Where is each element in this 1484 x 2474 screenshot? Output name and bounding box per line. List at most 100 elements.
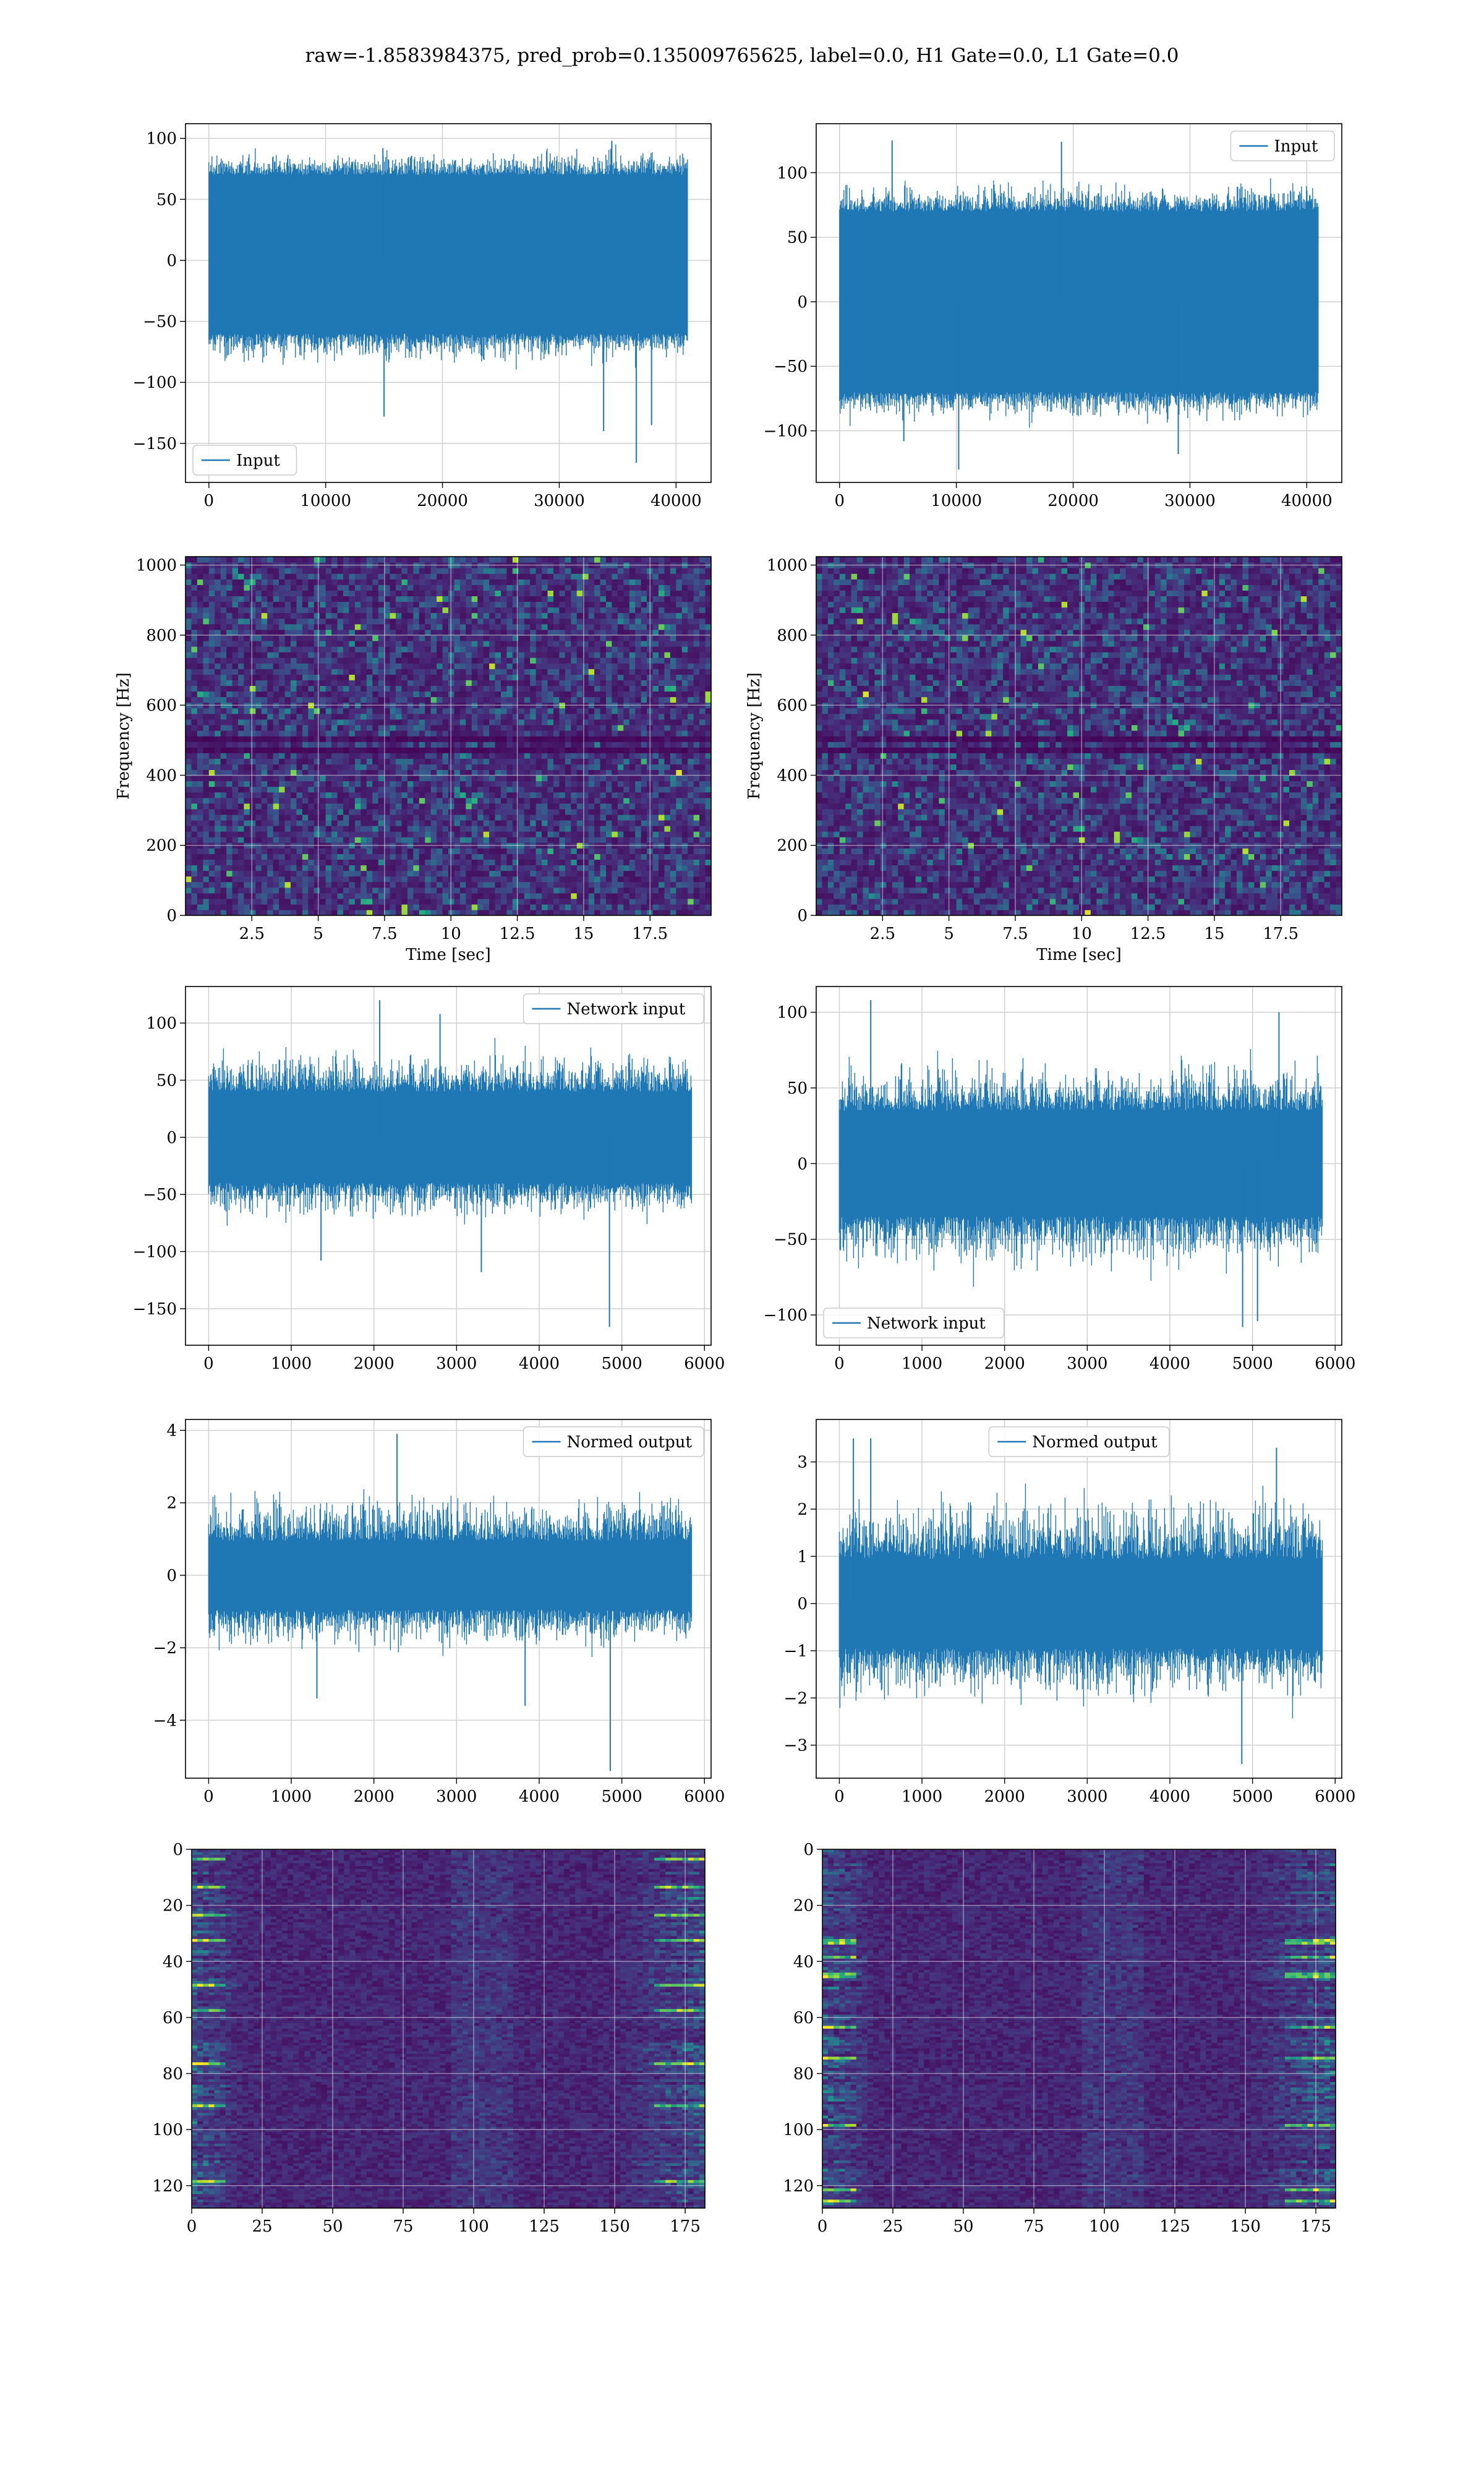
y-tick-label: 50 [156, 190, 177, 209]
x-tick-label: 0 [203, 1355, 214, 1373]
y-tick-label: 2 [166, 1494, 177, 1513]
y-tick-label: 600 [146, 696, 177, 715]
x-tick-label: 2000 [354, 1355, 394, 1373]
y-tick-label: 60 [163, 2009, 183, 2027]
x-tick-label: 150 [1230, 2217, 1261, 2236]
legend: Network input [524, 994, 704, 1024]
x-tick-label: 4000 [1149, 1787, 1190, 1806]
y-tick-label: 2 [797, 1500, 808, 1519]
x-tick-label: 100 [1089, 2217, 1120, 2236]
x-tick-label: 40000 [1281, 492, 1333, 510]
x-tick-label: 4000 [519, 1355, 560, 1373]
series-normed-output [839, 1439, 1322, 1765]
figure-title: raw=-1.8583984375, pred_prob=0.135009765… [305, 45, 1179, 67]
x-tick-label: 4000 [519, 1787, 560, 1806]
x-tick-label: 20000 [1047, 492, 1099, 510]
legend: Normed output [524, 1427, 704, 1457]
x-tick-label: 12.5 [500, 925, 535, 943]
x-tick-label: 1000 [271, 1787, 312, 1806]
x-tick-label: 6000 [1315, 1355, 1355, 1373]
x-tick-label: 0 [187, 2217, 197, 2236]
x-tick-label: 5000 [602, 1787, 642, 1806]
x-tick-label: 2.5 [870, 925, 895, 943]
x-tick-label: 17.5 [1263, 925, 1298, 943]
x-tick-label: 20000 [417, 492, 468, 510]
y-tick-label: 400 [777, 766, 808, 785]
y-tick-label: 200 [146, 837, 177, 855]
y-tick-label: 600 [777, 696, 808, 715]
y-tick-label: 120 [152, 2177, 183, 2196]
x-axis-label: Time [sec] [406, 946, 491, 964]
y-tick-label: 100 [777, 1004, 808, 1022]
x-tick-label: 5 [313, 925, 323, 943]
x-tick-label: 10 [441, 925, 461, 943]
y-tick-label: −100 [764, 422, 808, 441]
x-tick-label: 10000 [931, 492, 982, 510]
y-tick-label: −100 [133, 374, 177, 392]
subplot-row2-left: 2.5 5 7.5 10 12.5 15 17.502004006008001000Time… [114, 557, 712, 964]
x-tick-label: 0 [834, 1787, 845, 1806]
x-tick-label: 4000 [1149, 1355, 1190, 1373]
y-tick-label: −150 [133, 1300, 177, 1319]
legend: Input [1231, 131, 1335, 161]
y-tick-label: 0 [166, 1567, 177, 1585]
y-tick-label: 0 [166, 1129, 177, 1147]
series-input [840, 140, 1318, 469]
y-tick-label: 0 [803, 1841, 814, 1859]
y-tick-label: 50 [156, 1071, 177, 1090]
x-tick-label: 0 [834, 1355, 845, 1373]
heatmap-image [186, 557, 712, 916]
x-tick-label: 25 [252, 2217, 272, 2236]
y-tick-label: 800 [146, 627, 177, 645]
x-tick-label: 25 [882, 2217, 903, 2236]
y-tick-label: 3 [797, 1453, 808, 1472]
y-tick-label: −50 [143, 313, 177, 332]
y-tick-label: 50 [787, 229, 808, 247]
series-input [209, 141, 688, 463]
x-tick-label: 125 [1159, 2217, 1190, 2236]
x-tick-label: 1000 [271, 1355, 312, 1373]
y-tick-label: 100 [783, 2121, 814, 2139]
x-tick-label: 2000 [984, 1355, 1025, 1373]
y-tick-label: 0 [797, 907, 808, 925]
x-tick-label: 3000 [436, 1787, 477, 1806]
x-tick-label: 2.5 [239, 925, 265, 943]
y-tick-label: 1 [797, 1547, 808, 1566]
y-tick-label: −3 [784, 1737, 808, 1755]
y-tick-label: 100 [146, 1014, 177, 1033]
y-tick-label: 120 [783, 2177, 814, 2196]
x-tick-label: 150 [599, 2217, 630, 2236]
y-tick-label: 40 [793, 1953, 814, 1971]
y-tick-label: 20 [163, 1897, 183, 1915]
y-tick-label: 100 [146, 130, 177, 148]
y-tick-label: −50 [143, 1186, 177, 1204]
x-tick-label: 15 [1204, 925, 1224, 943]
x-tick-label: 50 [953, 2217, 973, 2236]
x-tick-label: 0 [817, 2217, 828, 2236]
legend-label: Network input [567, 1000, 686, 1019]
x-tick-label: 17.5 [632, 925, 668, 943]
x-tick-label: 0 [203, 1787, 214, 1806]
heatmap-image [816, 557, 1342, 916]
y-axis-label: Frequency [Hz] [114, 672, 133, 800]
heatmap-image [192, 1849, 706, 2209]
x-tick-label: 3000 [1067, 1787, 1107, 1806]
x-tick-label: 2000 [354, 1787, 394, 1806]
y-tick-label: 400 [146, 766, 177, 785]
y-tick-label: −150 [133, 435, 177, 453]
y-tick-label: −4 [153, 1711, 177, 1730]
legend: Normed output [989, 1427, 1169, 1457]
legend: Network input [824, 1308, 1004, 1338]
series-network-input [839, 1000, 1322, 1327]
x-tick-label: 3000 [436, 1355, 477, 1373]
x-tick-label: 3000 [1067, 1355, 1107, 1373]
y-tick-label: 1000 [136, 557, 177, 575]
x-tick-label: 10 [1072, 925, 1092, 943]
y-tick-label: −50 [774, 1231, 808, 1249]
y-tick-label: 100 [152, 2121, 183, 2139]
y-tick-label: −100 [133, 1243, 177, 1262]
